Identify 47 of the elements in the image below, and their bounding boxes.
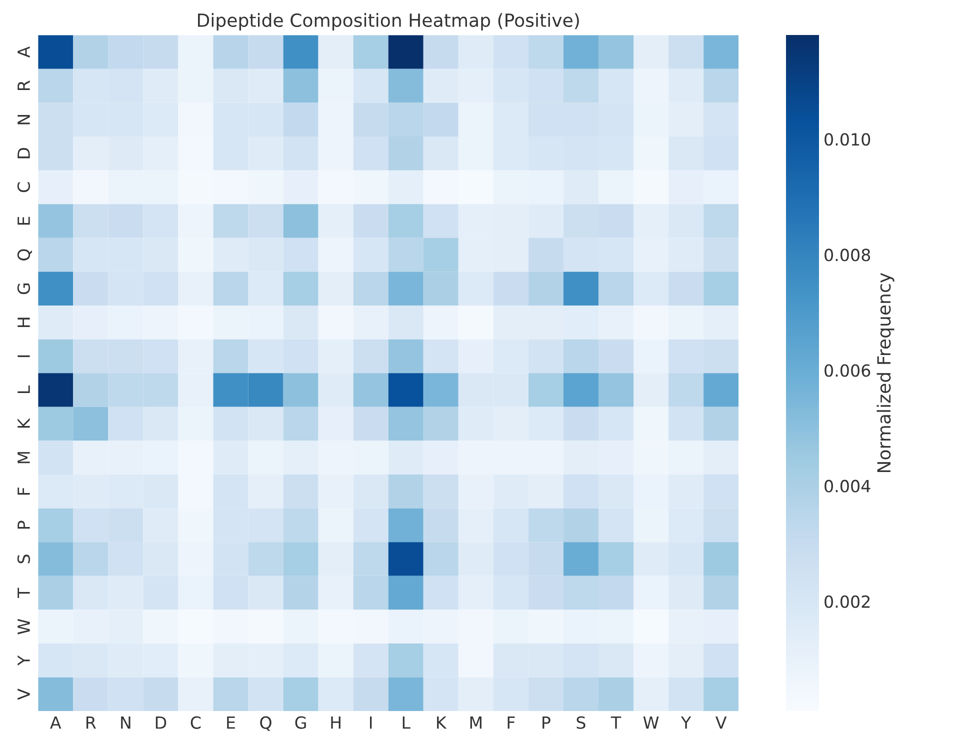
y-tick-label: I: [18, 355, 30, 358]
y-tick-label: L: [18, 385, 30, 394]
x-tick-label: D: [156, 716, 166, 729]
x-tick-label: Q: [260, 716, 272, 731]
x-tick-label: Y: [680, 716, 692, 729]
x-tick-label: T: [610, 716, 622, 729]
y-tick-label: E: [18, 216, 30, 225]
color-bar-label: 0.010: [824, 133, 870, 146]
color-bar-label: 0.004: [824, 480, 870, 492]
y-tick-label: P: [18, 520, 30, 529]
x-tick-label: K: [437, 716, 447, 729]
x-tick-label: G: [295, 716, 306, 729]
x-tick-label: W: [643, 716, 659, 729]
x-tick-label: H: [331, 716, 340, 729]
x-tick-label: V: [715, 716, 727, 729]
y-tick-label: F: [18, 488, 30, 495]
x-tick-label: R: [86, 716, 96, 729]
x-tick-label: N: [121, 716, 130, 729]
color-bar-label: 0.002: [824, 595, 870, 608]
y-tick-label: W: [18, 618, 30, 634]
y-tick-label: V: [18, 688, 30, 700]
x-tick-label: C: [190, 716, 201, 729]
x-tick-label: I: [370, 716, 372, 729]
y-tick-label: Y: [18, 655, 30, 666]
x-tick-label: S: [576, 716, 586, 729]
x-tick-label: L: [402, 716, 410, 729]
y-tick-label: R: [18, 80, 30, 90]
y-tick-label: S: [17, 554, 30, 564]
y-tick-label: M: [18, 452, 30, 464]
x-tick-label: E: [227, 716, 235, 729]
x-tick-label: A: [50, 716, 62, 729]
y-tick-label: H: [18, 318, 30, 328]
y-tick-label: A: [18, 46, 30, 58]
x-tick-label: P: [542, 716, 550, 729]
x-tick-label: M: [470, 716, 482, 729]
y-tick-label: C: [17, 182, 30, 192]
y-tick-label: T: [18, 588, 30, 598]
x-tick-label: F: [508, 716, 515, 729]
y-tick-label: D: [18, 148, 30, 158]
color-bar-label: 0.006: [824, 364, 870, 377]
y-tick-label: Q: [17, 249, 32, 260]
color-bar-label: 0.008: [824, 248, 870, 262]
color-bar-title: Normalized Frequency: [876, 272, 894, 472]
y-tick-label: K: [18, 418, 30, 428]
chart-title: Dipeptide Composition Heatmap (Positive): [198, 13, 579, 31]
y-tick-label: G: [17, 284, 30, 294]
y-tick-label: N: [18, 115, 30, 124]
